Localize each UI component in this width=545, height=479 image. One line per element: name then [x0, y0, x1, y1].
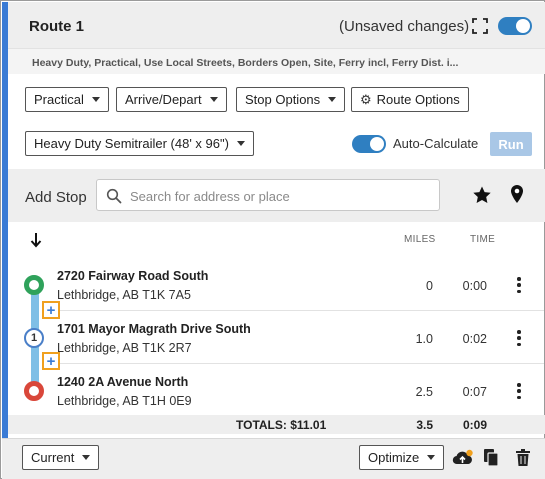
kebab-menu-icon[interactable]: [514, 382, 524, 400]
stop-options-dropdown[interactable]: Stop Options: [236, 87, 346, 112]
options-summary-bar[interactable]: Heavy Duty, Practical, Use Local Streets…: [8, 48, 545, 74]
chevron-down-icon: [82, 455, 91, 460]
gear-icon: ⚙: [360, 91, 372, 107]
view-label: Current: [31, 450, 75, 465]
chevron-down-icon: [91, 97, 100, 102]
stop-miles: 1.0: [415, 332, 433, 346]
vehicle-profile-label: Heavy Duty Semitrailer (48' x 96"): [34, 136, 229, 151]
chevron-down-icon: [328, 97, 337, 102]
view-dropdown[interactable]: Current: [22, 445, 100, 470]
add-stop-label: Add Stop: [25, 189, 87, 206]
toggle-knob: [516, 19, 530, 33]
auto-calculate-label: Auto-Calculate: [393, 136, 479, 151]
arrive-depart-dropdown[interactable]: Arrive/Depart: [116, 87, 227, 112]
cloud-upload-icon[interactable]: [452, 449, 474, 467]
stop-row[interactable]: 2720 Fairway Road South Lethbridge, AB T…: [8, 258, 545, 311]
stop-time: 0:07: [462, 385, 487, 399]
kebab-menu-icon[interactable]: [514, 329, 524, 347]
stop-name: 1701 Mayor Magrath Drive South: [57, 322, 251, 336]
search-box[interactable]: [96, 179, 440, 211]
sort-down-icon[interactable]: [30, 232, 42, 248]
chevron-down-icon: [427, 455, 436, 460]
star-icon[interactable]: [472, 185, 492, 205]
totals-row: TOTALS: $11.01 3.5 0:09: [8, 415, 545, 434]
insert-stop-button[interactable]: +: [42, 352, 60, 370]
toggle-knob: [370, 137, 384, 151]
stop-address: Lethbridge, AB T1K 2R7: [57, 341, 192, 355]
stop-number-marker: 1: [24, 328, 44, 348]
end-marker: [24, 381, 44, 401]
totals-miles: 3.5: [416, 418, 433, 432]
route-title[interactable]: Route 1: [29, 18, 85, 35]
route-visibility-toggle[interactable]: [498, 17, 532, 35]
route-header: Route 1 (Unsaved changes): [8, 2, 545, 48]
stop-options-label: Stop Options: [245, 92, 321, 107]
run-button[interactable]: Run: [490, 132, 532, 156]
trash-icon[interactable]: [516, 449, 530, 466]
vehicle-profile-dropdown[interactable]: Heavy Duty Semitrailer (48' x 96"): [25, 131, 254, 156]
add-stop-bar: Add Stop: [8, 169, 545, 222]
arrive-depart-label: Arrive/Depart: [125, 92, 202, 107]
stop-time: 0:00: [462, 279, 487, 293]
routing-type-label: Practical: [34, 92, 84, 107]
footer-toolbar: Current Optimize: [2, 438, 545, 479]
stop-list-header: MILES TIME: [8, 222, 545, 258]
start-marker: [24, 275, 44, 295]
routing-type-dropdown[interactable]: Practical: [25, 87, 109, 112]
stop-row[interactable]: 1240 2A Avenue North Lethbridge, AB T1H …: [8, 364, 545, 417]
route-options-label: Route Options: [376, 92, 460, 107]
kebab-menu-icon[interactable]: [514, 276, 524, 294]
copy-icon[interactable]: [483, 448, 499, 467]
stop-address: Lethbridge, AB T1K 7A5: [57, 288, 191, 302]
stop-time: 0:02: [462, 332, 487, 346]
map-pin-icon[interactable]: [510, 184, 524, 204]
stop-name: 1240 2A Avenue North: [57, 375, 189, 389]
auto-calculate-toggle[interactable]: [352, 135, 386, 153]
stop-miles: 0: [426, 279, 433, 293]
column-header-miles: MILES: [404, 234, 436, 245]
unsaved-status: (Unsaved changes): [339, 18, 470, 35]
stop-address: Lethbridge, AB T1H 0E9: [57, 394, 192, 408]
stop-miles: 2.5: [415, 385, 433, 399]
optimize-dropdown[interactable]: Optimize: [359, 445, 445, 470]
totals-label: TOTALS: $11.01: [236, 418, 327, 432]
options-summary: Heavy Duty, Practical, Use Local Streets…: [32, 57, 459, 69]
search-icon: [106, 188, 122, 204]
accent-bar: [2, 2, 8, 442]
route-options-button[interactable]: ⚙ Route Options: [351, 87, 469, 112]
expand-icon[interactable]: [472, 18, 488, 34]
chevron-down-icon: [236, 141, 245, 146]
stop-row[interactable]: 1 1701 Mayor Magrath Drive South Lethbri…: [8, 311, 545, 364]
optimize-label: Optimize: [368, 450, 420, 465]
totals-time: 0:09: [462, 418, 487, 432]
stop-name: 2720 Fairway Road South: [57, 269, 209, 283]
column-header-time: TIME: [470, 234, 496, 245]
insert-stop-button[interactable]: +: [42, 301, 60, 319]
row-divider: [49, 310, 544, 311]
row-divider: [49, 363, 544, 364]
chevron-down-icon: [209, 97, 218, 102]
search-input[interactable]: [130, 186, 430, 206]
